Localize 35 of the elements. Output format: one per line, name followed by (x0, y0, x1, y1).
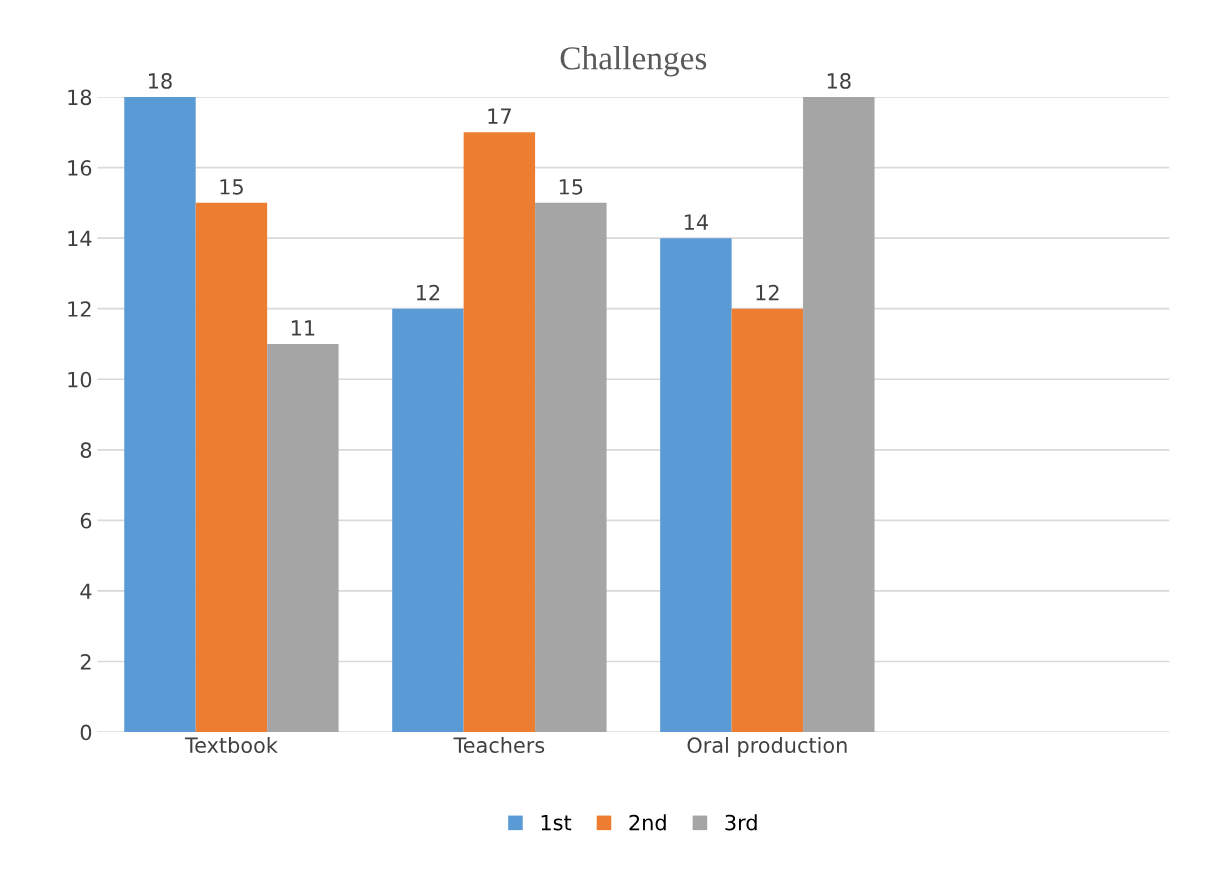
y-tick-label: 16 (68, 160, 92, 176)
x-tick-label: Oral production (687, 736, 847, 758)
bar (660, 238, 732, 733)
data-label: 15 (559, 179, 583, 195)
data-label: 18 (827, 73, 851, 89)
x-tick-label: Teachers (453, 736, 545, 754)
bar (731, 308, 804, 733)
y-tick-label: 6 (80, 512, 92, 529)
legend-label: 1st (541, 814, 572, 831)
y-tick-label: 12 (68, 301, 91, 317)
chart-title: Challenges (560, 46, 707, 77)
data-label: 11 (291, 320, 315, 336)
bar (535, 202, 607, 733)
data-label: 18 (149, 73, 172, 89)
y-tick-label: 2 (80, 653, 91, 670)
bar (124, 97, 196, 733)
y-tick-label: 14 (68, 230, 92, 247)
x-tick-label: Textbook (184, 736, 278, 754)
y-tick-label: 8 (80, 442, 92, 459)
data-label: 17 (488, 108, 511, 124)
data-label: 12 (416, 284, 440, 301)
y-tick-label: 4 (80, 583, 92, 599)
bar (392, 308, 464, 733)
data-label: 14 (684, 214, 708, 230)
bar (803, 97, 875, 733)
y-tick-label: 10 (68, 371, 92, 388)
y-tick-label: 18 (68, 89, 92, 106)
data-label: 12 (756, 284, 779, 301)
bar (267, 343, 339, 733)
y-tick-label: 0 (80, 724, 92, 741)
bar (195, 202, 268, 733)
legend-label: 3rd (725, 814, 757, 831)
bar (463, 132, 536, 733)
legend-label: 2nd (629, 814, 666, 831)
data-label: 15 (220, 179, 243, 195)
